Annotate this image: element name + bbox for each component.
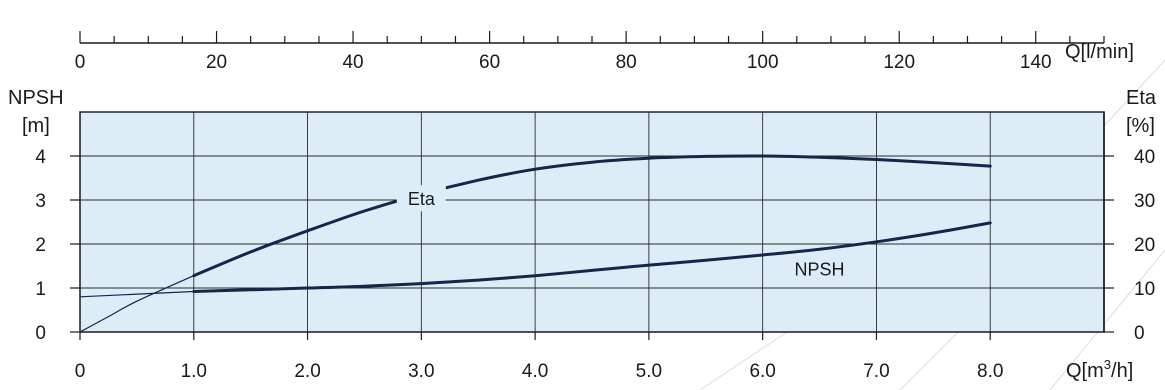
right-tick-label: 30 — [1134, 191, 1155, 212]
top-tick-label: 20 — [206, 52, 227, 73]
bottom-tick-label: 4.0 — [522, 361, 548, 382]
eta-curve — [192, 154, 992, 278]
bottom-tick-label: 1.0 — [181, 361, 207, 382]
bottom-axis-m3h: 0 1.0 2.0 3.0 4.0 5.0 6.0 7.0 8.0 — [75, 332, 1003, 382]
left-axis-npsh: 0 1 2 3 4 — [35, 147, 80, 344]
npsh-curve — [192, 221, 992, 293]
left-axis-title: NPSH — [8, 87, 64, 109]
left-tick-label: 4 — [35, 147, 46, 168]
left-tick-label: 1 — [35, 279, 46, 300]
top-tick-label: 80 — [616, 52, 637, 73]
top-tick-label: 120 — [883, 52, 915, 73]
right-tick-label: 10 — [1134, 279, 1155, 300]
right-axis-eta: 0 10 20 30 40 — [1104, 147, 1155, 344]
top-tick-label: 140 — [1020, 52, 1052, 73]
eta-series-label: Eta — [408, 189, 436, 209]
bottom-tick-label: 5.0 — [636, 361, 662, 382]
bottom-tick-label: 6.0 — [749, 361, 775, 382]
top-axis-lpm: 0 20 40 60 80 100 120 140 — [75, 31, 1105, 73]
npsh-label-bg — [789, 255, 850, 282]
watermark-line — [1049, 249, 1165, 390]
bottom-tick-label: 0 — [75, 361, 86, 382]
plot-area — [79, 111, 1105, 333]
bottom-tick-label: 8.0 — [977, 361, 1003, 382]
npsh-series-label: NPSH — [795, 260, 845, 280]
top-tick-label: 40 — [342, 52, 363, 73]
bottom-tick-label: 3.0 — [408, 361, 434, 382]
npsh-curve-start — [79, 290, 194, 298]
right-axis-unit: [%] — [1126, 115, 1155, 137]
eta-curve-start — [79, 275, 195, 333]
bottom-tick-label: 7.0 — [863, 361, 889, 382]
top-tick-label: 60 — [479, 52, 500, 73]
left-tick-label: 0 — [35, 323, 46, 344]
left-tick-label: 3 — [35, 191, 46, 212]
top-tick-label: 0 — [75, 52, 86, 73]
right-tick-label: 0 — [1134, 323, 1145, 344]
bottom-tick-label: 2.0 — [294, 361, 320, 382]
left-axis-unit: [m] — [22, 115, 50, 137]
top-tick-label: 100 — [747, 52, 779, 73]
top-axis-title: Q[l/min] — [1065, 41, 1134, 63]
grid-lines — [80, 111, 1105, 332]
bottom-axis-title: Q[m3/h] — [1066, 357, 1133, 382]
right-axis-title: Eta — [1126, 87, 1157, 109]
right-tick-label: 40 — [1134, 147, 1155, 168]
right-tick-label: 20 — [1134, 235, 1155, 256]
left-tick-label: 2 — [35, 235, 46, 256]
eta-label-bg — [396, 185, 446, 212]
series-group: Eta NPSH — [79, 154, 992, 333]
